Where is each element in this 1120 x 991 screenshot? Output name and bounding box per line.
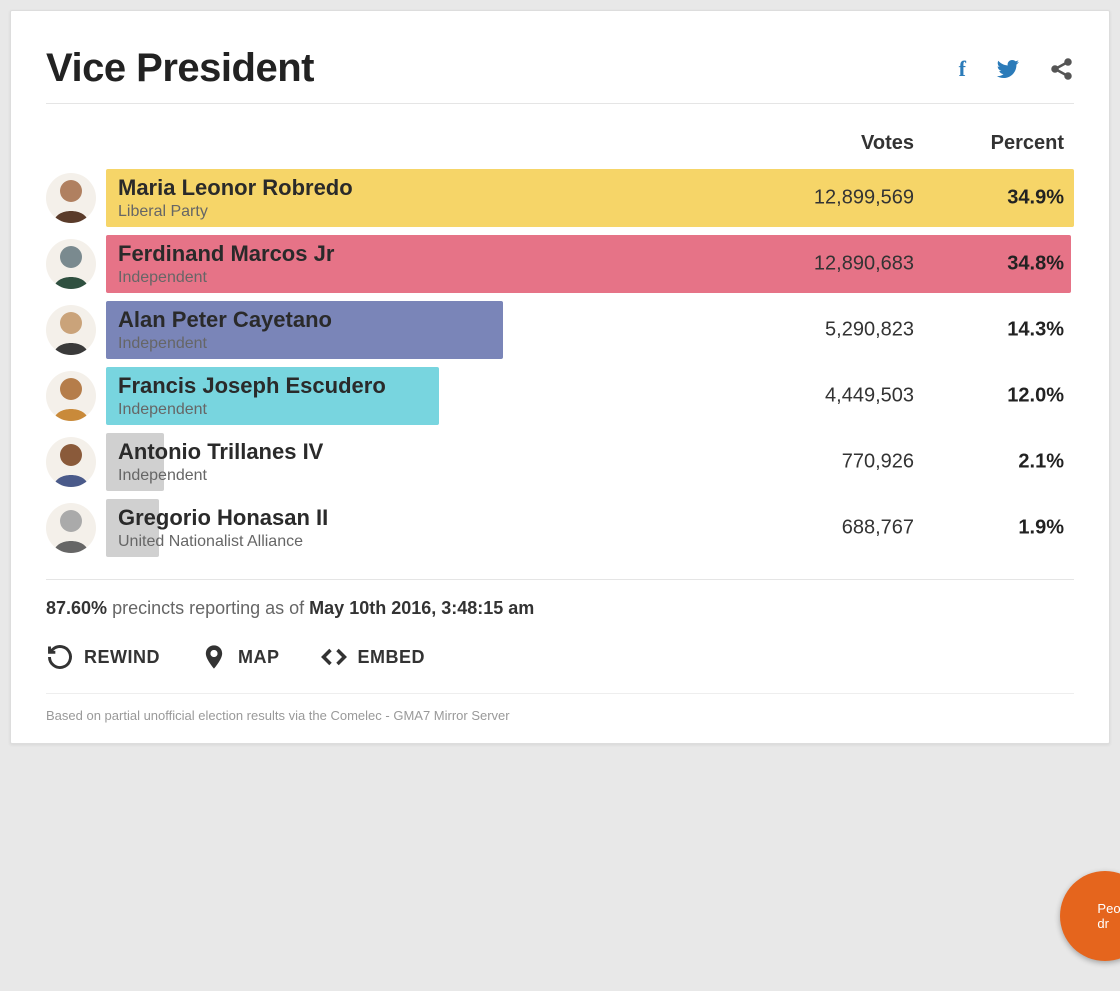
column-headers: Votes Percent	[46, 132, 1074, 155]
vote-count: 770,926	[842, 451, 914, 474]
vote-percent: 34.9%	[1007, 187, 1064, 210]
vote-percent: 34.8%	[1007, 253, 1064, 276]
candidate-party: Liberal Party	[118, 203, 353, 221]
bar-text: Maria Leonor Robredo Liberal Party	[118, 169, 353, 227]
floating-badge[interactable]: Peo dr	[1060, 871, 1120, 961]
bar-text: Ferdinand Marcos Jr Independent	[118, 235, 334, 293]
share-icons: f	[959, 56, 1074, 82]
candidate-name: Ferdinand Marcos Jr	[118, 241, 334, 267]
embed-icon	[320, 643, 348, 671]
vote-count: 4,449,503	[825, 385, 914, 408]
candidate-avatar	[46, 437, 96, 487]
bar-text: Alan Peter Cayetano Independent	[118, 301, 332, 359]
embed-button[interactable]: EMBED	[320, 643, 426, 671]
candidate-name: Gregorio Honasan II	[118, 505, 328, 531]
candidate-avatar	[46, 371, 96, 421]
share-icon[interactable]	[1050, 57, 1074, 81]
candidate-row: Antonio Trillanes IV Independent 770,926 2.…	[46, 429, 1074, 495]
embed-label: EMBED	[358, 647, 426, 668]
reporting-text: precincts reporting as of	[107, 598, 309, 618]
candidate-row: Gregorio Honasan II United Nationalist Al…	[46, 495, 1074, 561]
map-label: MAP	[238, 647, 280, 668]
vote-percent: 1.9%	[1018, 517, 1064, 540]
candidate-avatar	[46, 239, 96, 289]
status-line: 87.60% precincts reporting as of May 10t…	[46, 579, 1074, 619]
header-percent: Percent	[954, 132, 1064, 155]
map-button[interactable]: MAP	[200, 643, 280, 671]
candidate-party: Independent	[118, 401, 386, 419]
candidate-name: Francis Joseph Escudero	[118, 373, 386, 399]
precincts-percent: 87.60%	[46, 598, 107, 618]
candidate-name: Alan Peter Cayetano	[118, 307, 332, 333]
candidate-row: Maria Leonor Robredo Liberal Party 12,899,…	[46, 165, 1074, 231]
vote-percent: 2.1%	[1018, 451, 1064, 474]
candidate-avatar	[46, 503, 96, 553]
candidate-name: Antonio Trillanes IV	[118, 439, 323, 465]
bar-text: Francis Joseph Escudero Independent	[118, 367, 386, 425]
bar-text: Antonio Trillanes IV Independent	[118, 433, 323, 491]
candidate-party: Independent	[118, 335, 332, 353]
candidate-party: Independent	[118, 269, 334, 287]
status-timestamp: May 10th 2016, 3:48:15 am	[309, 598, 534, 618]
bar-container: Gregorio Honasan II United Nationalist Al…	[106, 499, 1074, 557]
twitter-icon[interactable]	[996, 57, 1020, 81]
rewind-icon	[46, 643, 74, 671]
vote-count: 5,290,823	[825, 319, 914, 342]
footnote: Based on partial unofficial election res…	[46, 694, 1074, 723]
candidate-rows: Maria Leonor Robredo Liberal Party 12,899,…	[46, 165, 1074, 561]
vote-count: 12,890,683	[814, 253, 914, 276]
header-votes: Votes	[764, 132, 914, 155]
candidate-row: Alan Peter Cayetano Independent 5,290,823 1…	[46, 297, 1074, 363]
vote-percent: 14.3%	[1007, 319, 1064, 342]
action-bar: REWIND MAP EMBED	[46, 619, 1074, 694]
vote-percent: 12.0%	[1007, 385, 1064, 408]
candidate-row: Ferdinand Marcos Jr Independent 12,890,683…	[46, 231, 1074, 297]
map-pin-icon	[200, 643, 228, 671]
page-title: Vice President	[46, 46, 314, 91]
candidate-row: Francis Joseph Escudero Independent 4,449,…	[46, 363, 1074, 429]
facebook-icon[interactable]: f	[959, 56, 966, 82]
candidate-avatar	[46, 173, 96, 223]
bar-container: Antonio Trillanes IV Independent 770,926 2.…	[106, 433, 1074, 491]
header: Vice President f	[46, 46, 1074, 104]
fab-text: Peo dr	[1097, 901, 1120, 931]
vote-count: 688,767	[842, 517, 914, 540]
rewind-label: REWIND	[84, 647, 160, 668]
bar-container: Alan Peter Cayetano Independent 5,290,823 1…	[106, 301, 1074, 359]
results-card: Vice President f Votes Percent Maria Leo…	[10, 10, 1110, 744]
bar-text: Gregorio Honasan II United Nationalist Al…	[118, 499, 328, 557]
candidate-avatar	[46, 305, 96, 355]
vote-count: 12,899,569	[814, 187, 914, 210]
candidate-name: Maria Leonor Robredo	[118, 175, 353, 201]
candidate-party: Independent	[118, 467, 323, 485]
bar-container: Francis Joseph Escudero Independent 4,449,…	[106, 367, 1074, 425]
bar-container: Maria Leonor Robredo Liberal Party 12,899,…	[106, 169, 1074, 227]
bar-container: Ferdinand Marcos Jr Independent 12,890,683…	[106, 235, 1074, 293]
rewind-button[interactable]: REWIND	[46, 643, 160, 671]
candidate-party: United Nationalist Alliance	[118, 533, 328, 551]
